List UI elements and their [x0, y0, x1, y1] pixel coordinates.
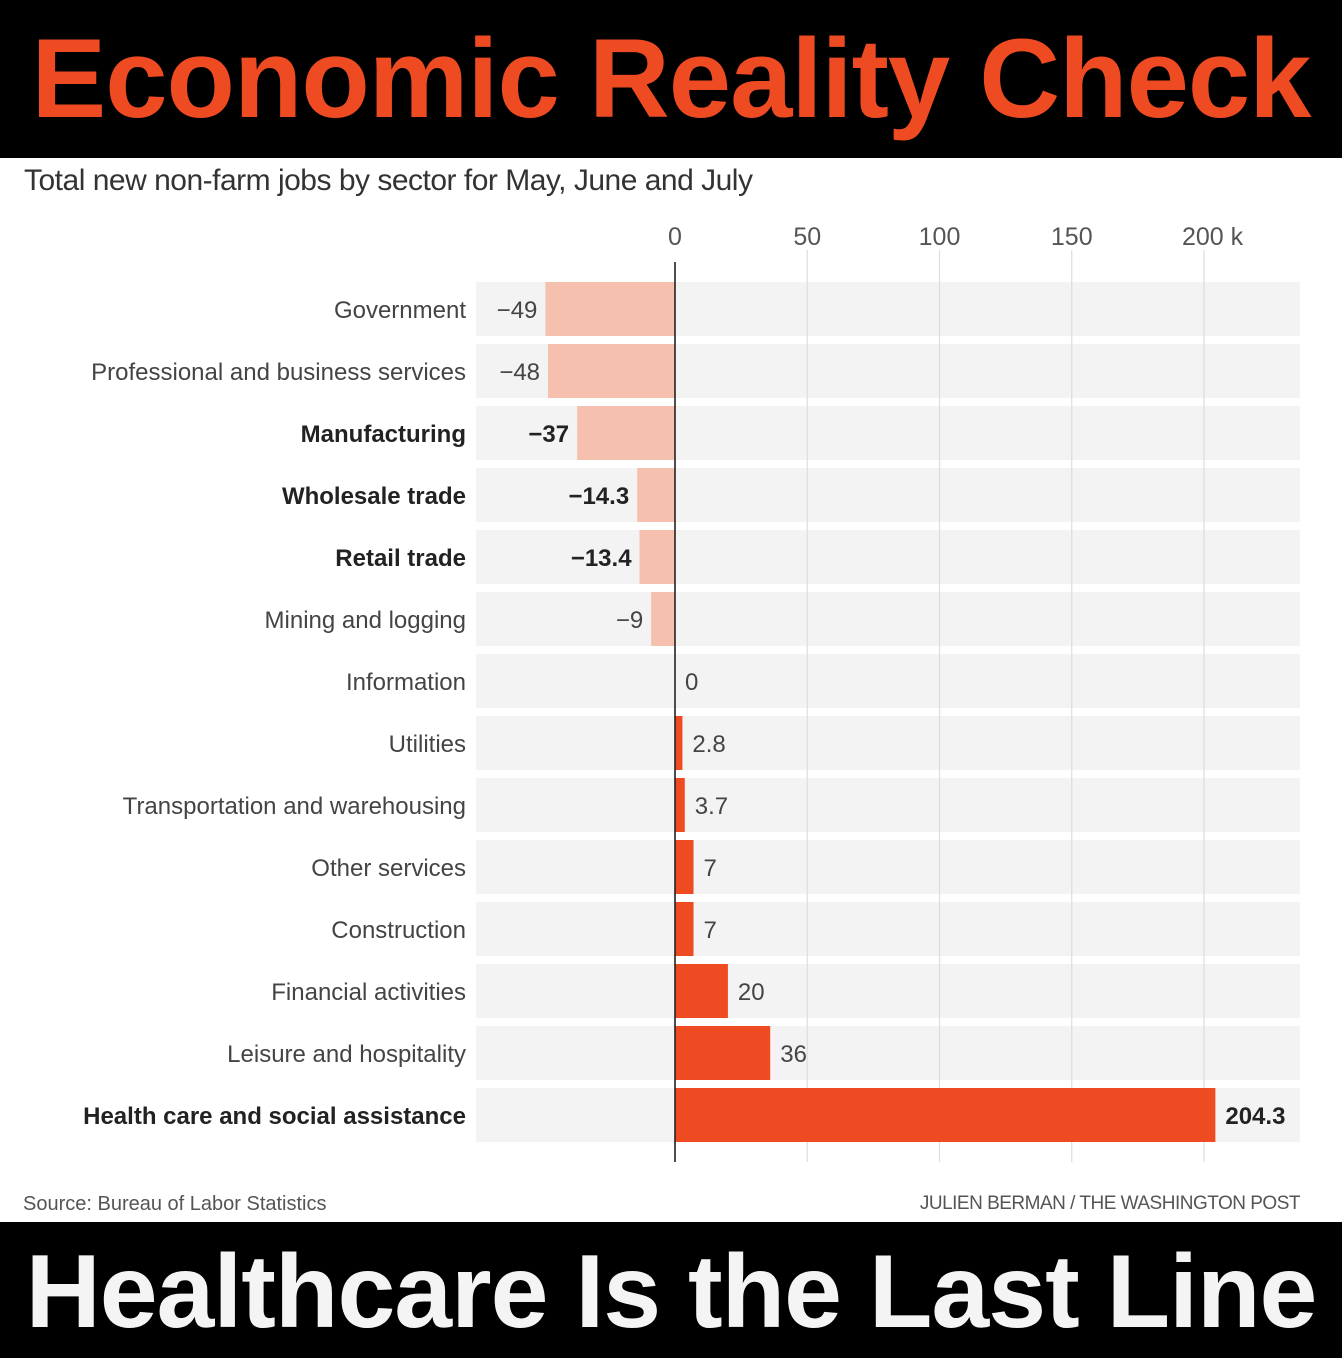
row-track: [476, 964, 1300, 1018]
row-track: [476, 716, 1300, 770]
value-label: −37: [528, 421, 569, 448]
value-label: −9: [616, 607, 643, 634]
bar: [675, 1026, 771, 1080]
row-track: [476, 654, 1300, 708]
category-label: Information: [346, 669, 466, 696]
bar-chart: 0 50 100 150 200 k Government −49 Professional …: [83, 223, 1300, 1162]
category-label: Construction: [331, 917, 466, 944]
bar: [675, 902, 694, 956]
category-label: Wholesale trade: [282, 483, 466, 510]
row-track: [476, 778, 1300, 832]
category-label: Transportation and warehousing: [123, 793, 466, 820]
bar: [675, 716, 683, 770]
category-label: Leisure and hospitality: [227, 1041, 466, 1068]
category-label: Manufacturing: [301, 421, 466, 448]
bar: [675, 964, 728, 1018]
value-label: 7: [704, 855, 717, 882]
value-label: −14.3: [568, 483, 629, 510]
credit-note: JULIEN BERMAN / THE WASHINGTON POST: [919, 1193, 1301, 1214]
value-label: 3.7: [695, 793, 728, 820]
x-tick-label: 50: [793, 223, 821, 251]
row-track: [476, 902, 1300, 956]
row-track: [476, 1026, 1300, 1080]
category-label: Utilities: [389, 731, 466, 758]
x-tick-label: 200 k: [1182, 223, 1244, 251]
header-banner: Economic Reality Check: [0, 0, 1342, 158]
category-label: Health care and social assistance: [83, 1103, 466, 1130]
category-label: Retail trade: [335, 545, 466, 572]
category-label: Financial activities: [271, 979, 466, 1006]
category-label: Professional and business services: [91, 359, 466, 386]
source-note: Source: Bureau of Labor Statistics: [23, 1193, 327, 1215]
x-tick-label: 100: [919, 223, 961, 251]
value-label: 7: [704, 917, 717, 944]
value-label: 36: [780, 1041, 807, 1068]
value-label: 2.8: [692, 731, 725, 758]
footer-title: Healthcare Is the Last Line: [25, 1234, 1318, 1350]
bar: [675, 778, 685, 832]
bar: [637, 468, 675, 522]
category-label: Mining and logging: [265, 607, 466, 634]
footer-banner: Healthcare Is the Last Line: [0, 1222, 1342, 1358]
value-label: −49: [497, 297, 538, 324]
value-label: −48: [499, 359, 540, 386]
value-label: 204.3: [1225, 1103, 1285, 1130]
value-label: −13.4: [571, 545, 632, 572]
row-track: [476, 840, 1300, 894]
x-tick-label: 0: [668, 223, 682, 251]
category-label: Government: [334, 297, 466, 324]
bar: [548, 344, 675, 398]
bar: [651, 592, 675, 646]
bar: [639, 530, 675, 584]
value-label: 20: [738, 979, 765, 1006]
x-tick-label: 150: [1051, 223, 1093, 251]
bar: [577, 406, 675, 460]
bar: [545, 282, 675, 336]
category-label: Other services: [311, 855, 466, 882]
row-track: [476, 592, 1300, 646]
chart-title: Total new non-farm jobs by sector for Ma…: [24, 164, 753, 197]
bar: [675, 840, 694, 894]
value-label: 0: [685, 669, 698, 696]
row-track: [476, 530, 1300, 584]
row-track: [476, 468, 1300, 522]
bar: [675, 1088, 1216, 1142]
header-title: Economic Reality Check: [31, 16, 1312, 141]
